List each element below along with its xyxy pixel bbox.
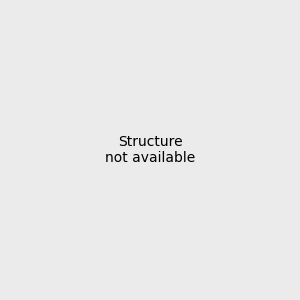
Text: Structure
not available: Structure not available	[105, 135, 195, 165]
